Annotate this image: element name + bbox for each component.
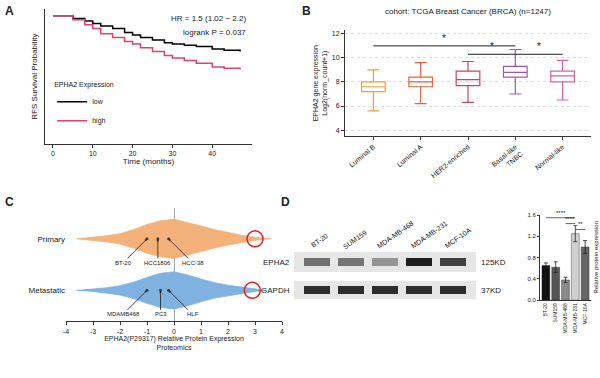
svg-text:SUM159: SUM159: [552, 303, 558, 323]
svg-text:MDA-MB-231: MDA-MB-231: [410, 220, 449, 250]
svg-text:-1: -1: [144, 328, 150, 335]
svg-text:0: 0: [51, 150, 55, 157]
svg-text:8: 8: [336, 78, 340, 85]
svg-text:MDA-MB-468: MDA-MB-468: [562, 303, 568, 334]
svg-text:1: 1: [199, 328, 203, 335]
svg-text:0.4: 0.4: [527, 276, 536, 282]
svg-text:*: *: [442, 33, 446, 44]
svg-text:EPHA2 gene expressionLog2(norm: EPHA2 gene expressionLog2(norm_count+1): [312, 45, 329, 121]
svg-text:20: 20: [129, 150, 137, 157]
svg-text:30: 30: [168, 150, 176, 157]
svg-text:Luminal B: Luminal B: [348, 143, 377, 169]
svg-text:HER2-enriched: HER2-enriched: [430, 143, 471, 179]
svg-text:MDA-MB-468: MDA-MB-468: [376, 220, 415, 250]
svg-text:Normal-like: Normal-like: [534, 143, 566, 171]
svg-text:HCC1806: HCC1806: [144, 260, 171, 266]
svg-text:EPHA2: EPHA2: [263, 258, 290, 267]
svg-text:-3: -3: [90, 328, 96, 335]
svg-text:**: **: [578, 221, 583, 227]
svg-text:MDA-MB-231: MDA-MB-231: [572, 303, 578, 334]
svg-text:SUM159: SUM159: [342, 229, 368, 250]
svg-text:Metastatic: Metastatic: [29, 286, 65, 295]
svg-text:Primary: Primary: [37, 235, 65, 244]
svg-text:HLF: HLF: [187, 311, 199, 317]
svg-text:*: *: [537, 41, 541, 52]
svg-text:C: C: [5, 195, 14, 209]
svg-text:0.0: 0.0: [527, 297, 536, 303]
svg-text:B: B: [302, 4, 311, 18]
svg-text:40: 40: [208, 150, 216, 157]
svg-text:12: 12: [332, 30, 340, 37]
svg-text:37KD: 37KD: [481, 286, 501, 295]
svg-text:RFS Survival Probability: RFS Survival Probability: [30, 33, 39, 119]
svg-text:EPHA2(P29317) Relative Protein: EPHA2(P29317) Relative Protein Expressio…: [104, 335, 244, 351]
svg-text:0.8: 0.8: [527, 255, 536, 261]
svg-text:A: A: [5, 4, 14, 18]
svg-text:Relative protein expression: Relative protein expression: [593, 221, 599, 293]
svg-text:D: D: [281, 195, 290, 209]
svg-text:2: 2: [226, 328, 230, 335]
svg-text:BT-20: BT-20: [310, 232, 329, 249]
svg-text:BT-20: BT-20: [543, 303, 549, 317]
svg-text:****: ****: [556, 210, 566, 216]
svg-text:Basal-likeTNBC: Basal-likeTNBC: [490, 143, 524, 175]
svg-text:*: *: [490, 41, 494, 52]
svg-text:1.2: 1.2: [527, 233, 536, 239]
svg-text:HR = 1.5 (1.02 − 2.2): HR = 1.5 (1.02 − 2.2): [171, 14, 246, 23]
svg-text:low: low: [92, 98, 103, 105]
svg-text:-2: -2: [117, 328, 123, 335]
svg-text:HCC-38: HCC-38: [182, 260, 204, 266]
svg-text:4: 4: [280, 328, 284, 335]
svg-text:cohort: TCGA Breast Cancer (BR: cohort: TCGA Breast Cancer (BRCA) (n=124…: [385, 7, 551, 16]
svg-text:0: 0: [172, 328, 176, 335]
svg-text:10: 10: [332, 54, 340, 61]
svg-text:logrank P = 0.037: logrank P = 0.037: [183, 28, 246, 37]
svg-text:MCF-10A: MCF-10A: [444, 226, 473, 249]
svg-text:125KD: 125KD: [481, 258, 506, 267]
svg-text:Time (months): Time (months): [123, 157, 175, 166]
svg-text:Luminal A: Luminal A: [396, 143, 424, 168]
svg-text:EPHA2 Expression: EPHA2 Expression: [54, 81, 114, 89]
svg-text:****: ****: [565, 216, 575, 222]
svg-text:-4: -4: [63, 328, 69, 335]
svg-text:PC3: PC3: [155, 311, 167, 317]
svg-text:3: 3: [253, 328, 257, 335]
svg-text:MCF-10A: MCF-10A: [582, 302, 588, 324]
svg-text:high: high: [92, 117, 105, 125]
svg-text:MDAMB468: MDAMB468: [107, 311, 140, 317]
svg-text:BT-20: BT-20: [115, 260, 132, 266]
svg-text:GAPDH: GAPDH: [261, 286, 290, 295]
svg-text:10: 10: [89, 150, 97, 157]
svg-text:4: 4: [336, 127, 340, 134]
svg-text:1.6: 1.6: [527, 212, 536, 218]
svg-text:6: 6: [336, 102, 340, 109]
